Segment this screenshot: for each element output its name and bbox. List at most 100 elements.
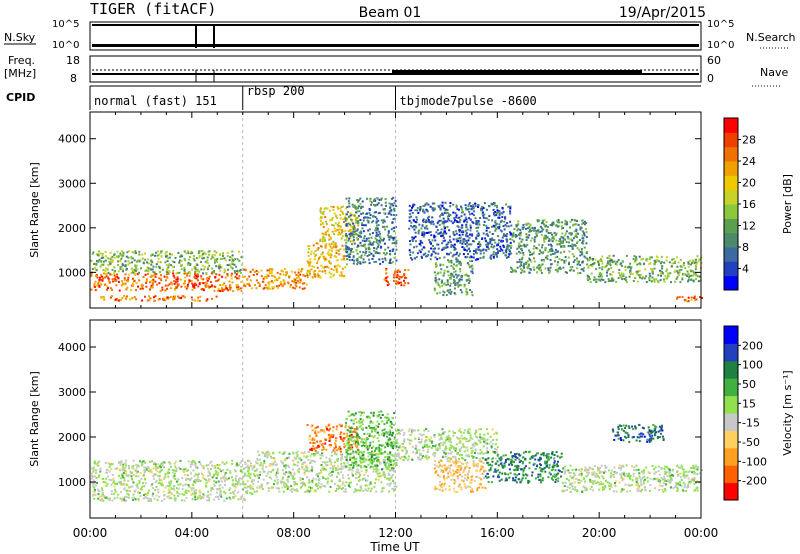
heatmap-cell (304, 484, 307, 487)
heatmap-cell (438, 215, 441, 218)
heatmap-cell (344, 230, 347, 233)
heatmap-cell (450, 245, 453, 248)
heatmap-cell (342, 218, 345, 221)
heatmap-cell (378, 444, 381, 447)
heatmap-cell (599, 279, 602, 282)
heatmap-cell (170, 497, 173, 500)
heatmap-cell (338, 253, 341, 256)
heatmap-cell (565, 271, 568, 274)
heatmap-cell (436, 258, 439, 261)
heatmap-cell (100, 257, 103, 259)
heatmap-cell (304, 275, 306, 278)
heatmap-cell (356, 228, 359, 231)
heatmap-cell (501, 216, 504, 218)
heatmap-cell (297, 274, 300, 277)
heatmap-cell (97, 282, 100, 285)
heatmap-cell (408, 204, 411, 207)
heatmap-cell (599, 258, 602, 261)
heatmap-cell (596, 260, 599, 263)
heatmap-cell (575, 257, 578, 260)
heatmap-cell (494, 241, 497, 244)
heatmap-cell (694, 258, 697, 261)
colorbar-swatch (724, 132, 738, 148)
heatmap-cell (321, 251, 324, 254)
heatmap-cell (225, 461, 228, 464)
heatmap-cell (382, 473, 384, 476)
heatmap-cell (147, 466, 150, 469)
heatmap-cell (303, 468, 306, 471)
heatmap-cell (151, 286, 154, 289)
heatmap-cell (490, 254, 493, 257)
heatmap-cell (582, 269, 585, 272)
heatmap-cell (127, 273, 130, 276)
heatmap-cell (93, 285, 96, 288)
heatmap-cell (194, 265, 197, 268)
heatmap-cell (561, 221, 564, 224)
heatmap-cell (217, 498, 220, 501)
heatmap-cell (381, 429, 384, 432)
heatmap-cell (607, 260, 609, 263)
heatmap-cell (134, 490, 136, 493)
heatmap-cell (443, 246, 446, 249)
heatmap-cell (436, 292, 439, 295)
heatmap-cell (560, 245, 563, 248)
heatmap-cell (296, 454, 299, 457)
heatmap-cell (214, 496, 217, 498)
heatmap-cell (309, 441, 312, 444)
heatmap-cell (307, 481, 310, 484)
heatmap-cell (280, 269, 283, 272)
heatmap-cell (311, 487, 313, 490)
colorbar-swatch (724, 204, 738, 219)
heatmap-cell (234, 495, 237, 498)
heatmap-cell (158, 479, 161, 482)
heatmap-cell (135, 289, 137, 292)
heatmap-cell (362, 212, 365, 215)
heatmap-cell (389, 432, 392, 435)
heatmap-cell (243, 486, 246, 489)
heatmap-cell (348, 434, 351, 437)
heatmap-cell (601, 262, 604, 265)
heatmap-cell (193, 493, 196, 496)
heatmap-cell (306, 476, 308, 479)
heatmap-cell (583, 246, 586, 249)
heatmap-cell (232, 290, 235, 293)
heatmap-cell (571, 247, 574, 250)
heatmap-cell (208, 497, 211, 499)
heatmap-cell (256, 459, 259, 461)
heatmap-cell (174, 295, 176, 298)
heatmap-cell (536, 234, 538, 237)
heatmap-cell (562, 237, 565, 240)
heatmap-cell (334, 442, 337, 445)
heatmap-cell (569, 226, 571, 229)
nsearch-trace (92, 44, 699, 47)
heatmap-cell (556, 261, 559, 264)
heatmap-cell (243, 283, 246, 286)
heatmap-cell (131, 297, 134, 300)
heatmap-cell (651, 256, 653, 259)
heatmap-cell (198, 299, 201, 302)
heatmap-cell (98, 278, 101, 281)
heatmap-cell (171, 492, 173, 495)
heatmap-cell (183, 494, 186, 497)
heatmap-cell (297, 268, 300, 271)
heatmap-cell (247, 485, 249, 488)
heatmap-cell (111, 255, 114, 258)
heatmap-cell (376, 459, 379, 462)
heatmap-cell (230, 277, 233, 280)
heatmap-cell (363, 235, 366, 238)
heatmap-cell (164, 298, 167, 301)
heatmap-cell (388, 484, 391, 487)
heatmap-cell (515, 223, 518, 226)
heatmap-cell (174, 465, 177, 468)
heatmap-cell (614, 260, 617, 263)
heatmap-cell (230, 476, 233, 479)
heatmap-cell (160, 483, 163, 486)
heatmap-cell (540, 233, 543, 236)
heatmap-cell (319, 239, 322, 242)
heatmap-cell (90, 472, 93, 475)
heatmap-cell (239, 461, 242, 464)
heatmap-cell (364, 246, 367, 249)
heatmap-cell (185, 470, 188, 472)
heatmap-cell (468, 210, 471, 213)
heatmap-cell (454, 273, 457, 276)
